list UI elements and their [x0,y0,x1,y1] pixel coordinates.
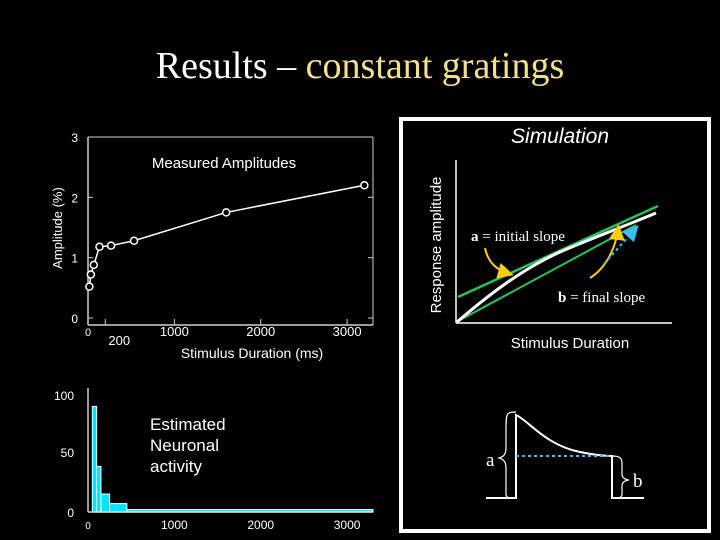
chart1-x-ticks: 0 200 1000 2000 3000 [85,319,362,348]
response-curve [456,211,657,324]
chart1-series-line [88,184,365,287]
chart1-x-tick-label: 0 [85,327,91,339]
trace-label-a: a [486,450,495,471]
simulation-panel: Simulation Response amplitude Stimulus D… [399,117,711,533]
chart2-x-tick-label: 1000 [161,518,188,532]
simulation-x-label: Stimulus Duration [511,335,629,352]
title-sub: constant gratings [305,45,565,87]
chart2-y-ticks: 0 50 100 [54,389,74,520]
neuronal-activity-chart: 0 50 100 0 1000 2000 3000 Estimated Neuronal ac… [54,388,374,532]
chart2-y-tick-label: 0 [67,506,74,520]
chart2-bar [126,509,374,513]
title-dash: – [267,45,306,87]
chart1-y-tick-label: 0 [71,312,78,326]
chart1-data-point [106,241,116,250]
initial-slope-arrow [484,247,514,279]
chart2-x-ticks: 0 1000 2000 3000 [85,518,361,532]
chart1-data-point [221,208,231,217]
chart1-x-tick-label: 200 [108,333,130,348]
chart2-title-line: activity [150,457,202,476]
trace-label-b: b [633,471,643,492]
chart1-data-point [85,282,94,291]
simulation-frame-inner [403,121,707,529]
chart1-data-point [86,270,96,279]
simulation-y-label: Response amplitude [428,177,445,314]
chart1-y-tick-label: 3 [71,131,78,145]
final-slope-label: b = final slope [558,290,646,306]
chart2-x-tick-label: 3000 [334,518,361,532]
chart2-x-tick-label: 2000 [247,518,274,532]
chart1-data-point [129,236,139,246]
chart2-title-line: Neuronal [150,436,219,455]
chart1-y-tick-label: 1 [71,252,78,266]
chart1-data-point [95,242,104,252]
chart2-bar [91,405,98,513]
chart1-x-tick-label: 1000 [160,324,189,339]
chart2-bar [96,465,102,513]
slide-title: Results – constant gratings [0,44,720,88]
chart2-x-tick-label: 0 [85,521,91,532]
chart1-y-ticks: 0 1 2 3 [71,131,373,326]
initial-slope-line [459,224,637,321]
chart1-title: Measured Amplitudes [152,155,296,172]
chart1-x-tick-label: 2000 [246,324,275,339]
chart1-x-label: Stimulus Duration (ms) [181,345,323,361]
simulation-title: Simulation [511,125,609,148]
trace-brace-a [497,411,517,499]
chart2-bars [91,405,374,513]
chart1-data-point [360,181,369,190]
chart1-data-point [89,260,99,270]
chart2-bar [109,503,128,513]
trace-brace-b [611,455,630,499]
chart1-y-tick-label: 2 [71,191,78,205]
chart1-y-label: Amplitude (%) [50,187,65,269]
chart1-points [85,181,369,291]
chart2-title-line: Estimated [150,415,226,434]
chart1-x-tick-label: 3000 [333,324,362,339]
initial-slope-label: a = initial slope [471,229,565,245]
chart2-y-tick-label: 100 [54,389,74,403]
final-slope-arrow-dotted [603,225,639,265]
chart2-bar [100,493,111,513]
chart2-title: Estimated Neuronal activity [150,415,226,476]
measured-amplitudes-chart: 0 1 2 3 0 200 1000 2000 3000 Measured Amplitude… [50,131,374,361]
chart2-y-tick-label: 50 [61,446,75,460]
title-main: Results [155,45,268,87]
